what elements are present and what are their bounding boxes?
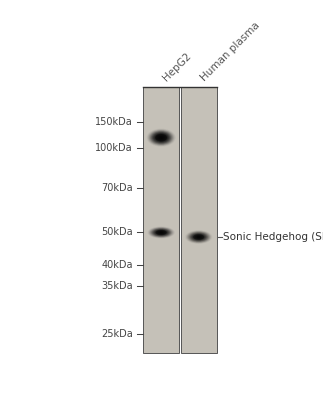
Ellipse shape: [149, 130, 173, 145]
Ellipse shape: [156, 230, 167, 235]
Ellipse shape: [191, 233, 207, 241]
Text: 25kDa: 25kDa: [101, 329, 133, 339]
Ellipse shape: [154, 229, 169, 236]
Ellipse shape: [155, 134, 167, 142]
Text: 35kDa: 35kDa: [101, 281, 133, 291]
Bar: [143, 86, 179, 353]
Ellipse shape: [189, 232, 209, 242]
Ellipse shape: [197, 236, 201, 238]
Ellipse shape: [159, 136, 163, 139]
Ellipse shape: [160, 232, 163, 233]
Text: 100kDa: 100kDa: [95, 143, 133, 153]
Text: 40kDa: 40kDa: [101, 260, 133, 270]
Ellipse shape: [157, 231, 165, 234]
Ellipse shape: [151, 132, 171, 144]
Ellipse shape: [196, 236, 201, 238]
Ellipse shape: [160, 232, 162, 233]
Ellipse shape: [152, 229, 170, 236]
Ellipse shape: [190, 233, 207, 242]
Ellipse shape: [150, 130, 173, 145]
Ellipse shape: [154, 230, 168, 236]
Ellipse shape: [150, 228, 172, 237]
Ellipse shape: [156, 230, 166, 235]
Ellipse shape: [156, 134, 166, 141]
Text: 150kDa: 150kDa: [95, 117, 133, 127]
Ellipse shape: [153, 133, 169, 143]
Ellipse shape: [158, 231, 165, 234]
Ellipse shape: [193, 234, 204, 240]
Text: HepG2: HepG2: [161, 51, 193, 83]
Ellipse shape: [158, 136, 164, 140]
Ellipse shape: [150, 131, 172, 144]
Ellipse shape: [151, 131, 172, 144]
Ellipse shape: [157, 135, 165, 140]
Ellipse shape: [192, 234, 206, 240]
Ellipse shape: [155, 134, 167, 141]
Ellipse shape: [151, 228, 172, 237]
Text: Sonic Hedgehog (Shh): Sonic Hedgehog (Shh): [223, 232, 323, 242]
Bar: [181, 86, 217, 353]
Ellipse shape: [188, 232, 209, 242]
Ellipse shape: [189, 232, 208, 242]
Ellipse shape: [154, 134, 168, 142]
Ellipse shape: [155, 230, 168, 235]
Ellipse shape: [198, 236, 200, 238]
Ellipse shape: [154, 133, 169, 142]
Ellipse shape: [193, 234, 204, 240]
Text: 70kDa: 70kDa: [101, 183, 133, 193]
Ellipse shape: [152, 132, 170, 143]
Ellipse shape: [159, 232, 163, 234]
Ellipse shape: [151, 228, 171, 237]
Ellipse shape: [153, 229, 169, 236]
Ellipse shape: [161, 137, 162, 138]
Text: Human plasma: Human plasma: [199, 20, 261, 83]
Ellipse shape: [158, 231, 164, 234]
Ellipse shape: [159, 136, 164, 139]
Ellipse shape: [194, 235, 203, 239]
Ellipse shape: [157, 230, 166, 234]
Ellipse shape: [148, 130, 174, 146]
Ellipse shape: [155, 230, 167, 235]
Ellipse shape: [160, 137, 162, 138]
Ellipse shape: [150, 227, 173, 238]
Ellipse shape: [152, 228, 171, 236]
Ellipse shape: [195, 235, 203, 239]
Ellipse shape: [191, 233, 206, 241]
Ellipse shape: [192, 234, 205, 240]
Ellipse shape: [193, 234, 204, 240]
Ellipse shape: [195, 235, 202, 239]
Ellipse shape: [149, 227, 173, 238]
Ellipse shape: [156, 134, 167, 141]
Ellipse shape: [152, 132, 171, 144]
Ellipse shape: [188, 232, 210, 242]
Ellipse shape: [196, 236, 202, 238]
Text: 50kDa: 50kDa: [101, 228, 133, 238]
Ellipse shape: [157, 135, 165, 140]
Ellipse shape: [161, 232, 162, 233]
Ellipse shape: [187, 231, 210, 243]
